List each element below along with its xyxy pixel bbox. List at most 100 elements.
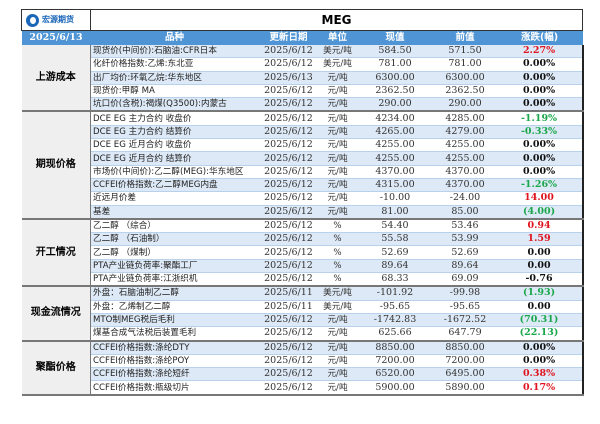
table-row: 现货价:甲醇 MA 2025/6/12 元/吨 2362.50 2362.50 0.00% [22, 84, 584, 99]
item-name: 外盘：乙烯制乙二醇 [90, 300, 259, 314]
unit: 元/吨 [318, 165, 357, 179]
table-row: PTA产业链负荷率:聚酯工厂 2025/6/12% 89.64 89.64 0.00 [22, 259, 584, 274]
change-value: 1.59 [496, 232, 584, 247]
update-date: 2025/6/12 [258, 380, 319, 396]
update-date: 2025/6/12 [258, 367, 319, 382]
current-value: 2362.50 [356, 84, 434, 99]
previous-value: 647.79 [433, 326, 497, 342]
table-row: 外盘：乙烯制乙二醇 2025/6/11 美元/吨 -95.65 -95.65 0.00 [22, 300, 584, 314]
item-name: DCE EG 近月合约 结算价 [90, 151, 259, 166]
update-date: 2025/6/12 [258, 111, 319, 126]
table-row: CCFEI价格指数:涤纶POY 2025/6/12 元/吨 7200.00 7200.0… [22, 354, 584, 369]
table-row: 市场价(中间价):乙二醇(MEG):华东地区 2025/6/12 元/吨 4370.0… [22, 165, 584, 179]
previous-value: -99.98 [433, 286, 497, 301]
header-change: 涨跌(幅) [496, 30, 583, 45]
current-value: -101.92 [356, 286, 434, 301]
previous-value: 53.46 [433, 218, 497, 234]
item-name: CCFEI价格指数:瓶级切片 [90, 380, 259, 396]
current-value: 81.00 [356, 205, 434, 220]
header-row: 2025/6/13 品种 更新日期 单位 现值 前值 涨跌(幅) [21, 30, 583, 45]
table-row: CCFEI价格指数:涤纶短纤 2025/6/12 元/吨 6520.00 6495.00… [22, 367, 584, 382]
previous-value: 53.99 [433, 232, 497, 247]
previous-value: 2362.50 [433, 84, 497, 99]
table-row: 开工情况 乙二醇 （综合） 2025/6/12% 54.40 53.46 0.94 [21, 218, 584, 288]
table-row: 期现价格 DCE EG 主力合约 收盘价 2025/6/12 元/吨 4234.00 42… [21, 111, 584, 220]
change-value: 0.00% [496, 84, 584, 99]
update-date: 2025/6/12 [258, 151, 319, 166]
current-value: 52.69 [356, 245, 434, 260]
current-value: 55.58 [356, 232, 434, 247]
unit: 美元/吨 [318, 286, 357, 301]
current-value: 89.64 [356, 259, 434, 274]
table-row: 现金流情况 外盘：石脑油制乙二醇 2025/6/11 美元/吨 -101.92 -99.9… [21, 286, 584, 342]
table-row: 聚酯价格 CCFEI价格指数:涤纶DTY 2025/6/12 元/吨 8850.00 88… [21, 340, 584, 396]
item-name: MTO制MEG税后毛利 [90, 313, 259, 328]
item-name: 乙二醇 （煤制） [90, 245, 259, 260]
table-row: DCE EG 近月合约 结算价 2025/6/12 元/吨 4255.00 4255.0… [22, 151, 584, 166]
item-name: 近远月价差 [90, 191, 259, 206]
update-date: 2025/6/12 [258, 218, 319, 234]
item-name: 化纤价格指数:乙烯:东北亚 [90, 57, 259, 72]
update-date: 2025/6/12 [258, 205, 319, 220]
current-value: 54.40 [356, 218, 434, 234]
previous-value: 4285.00 [433, 111, 497, 126]
current-value: 4370.00 [356, 165, 434, 179]
unit: 元/吨 [318, 326, 357, 342]
item-name: DCE EG 近月合约 收盘价 [90, 138, 259, 153]
item-name: CCFEI价格指数:乙二醇MEG内盘 [90, 178, 259, 193]
item-name: 煤基合成气法税后装置毛利 [90, 326, 259, 342]
previous-value: -1672.52 [433, 313, 497, 328]
update-date: 2025/6/11 [258, 300, 319, 314]
change-value: 14.00 [496, 191, 584, 206]
logo-mark-icon [26, 13, 39, 27]
previous-value: 4370.00 [433, 178, 497, 193]
update-date: 2025/6/12 [258, 232, 319, 247]
previous-value: 781.00 [433, 57, 497, 72]
current-value: 6520.00 [356, 367, 434, 382]
update-date: 2025/6/12 [258, 138, 319, 153]
table-row: 上游成本 现货价(中间价):石脑油:CFR日本 2025/6/12 美元/吨 584.5… [21, 45, 584, 113]
item-name: PTA产业链负荷率:聚酯工厂 [90, 259, 259, 274]
previous-value: 571.50 [433, 45, 497, 59]
item-name: 外盘：石脑油制乙二醇 [90, 286, 259, 301]
table-row: 化纤价格指数:乙烯:东北亚 2025/6/12 美元/吨 781.00 781.00 0.… [22, 57, 584, 72]
item-name: 乙二醇 （综合） [90, 218, 259, 234]
update-date: 2025/6/12 [258, 45, 319, 59]
current-value: 4234.00 [356, 111, 434, 126]
section-label: 现金流情况 [21, 286, 91, 342]
table-row: 乙二醇 （石油制） 2025/6/12% 55.58 53.99 1.59 [22, 232, 584, 247]
previous-value: 85.00 [433, 205, 497, 220]
previous-value: 290.00 [433, 97, 497, 113]
section-label: 开工情况 [21, 218, 91, 288]
change-value: -1.19% [496, 111, 584, 126]
item-name: 市场价(中间价):乙二醇(MEG):华东地区 [90, 165, 259, 179]
table-row: CCFEI价格指数:瓶级切片 2025/6/12 元/吨 5900.00 5890.00… [22, 380, 584, 396]
previous-value: -24.00 [433, 191, 497, 206]
previous-value: 69.09 [433, 272, 497, 288]
previous-value: 89.64 [433, 259, 497, 274]
update-date: 2025/6/12 [258, 313, 319, 328]
previous-value: 4279.00 [433, 125, 497, 140]
current-value: 4265.00 [356, 125, 434, 140]
unit: % [318, 232, 357, 247]
update-date: 2025/6/12 [258, 178, 319, 193]
update-date: 2025/6/11 [258, 286, 319, 301]
current-value: 68.33 [356, 272, 434, 288]
update-date: 2025/6/12 [258, 165, 319, 179]
change-value: 0.17% [496, 380, 584, 396]
unit: 元/吨 [318, 354, 357, 369]
header-current: 现值 [356, 30, 434, 45]
current-value: -95.65 [356, 300, 434, 314]
previous-value: 6300.00 [433, 71, 497, 85]
unit: 元/吨 [318, 191, 357, 206]
current-value: -1742.83 [356, 313, 434, 328]
unit: 元/吨 [318, 111, 357, 126]
table-row: PTA产业链负荷率:江浙织机 2025/6/12% 68.33 69.09 -0.76 [22, 272, 584, 288]
change-value: (70.31) [496, 313, 584, 328]
current-value: 290.00 [356, 97, 434, 113]
meg-table: 宏源期货 MEG 2025/6/13 品种 更新日期 单位 现值 前值 涨跌(幅… [21, 9, 584, 396]
update-date: 2025/6/12 [258, 125, 319, 140]
unit: 元/吨 [318, 380, 357, 396]
previous-value: 52.69 [433, 245, 497, 260]
section-label: 聚酯价格 [21, 340, 91, 396]
